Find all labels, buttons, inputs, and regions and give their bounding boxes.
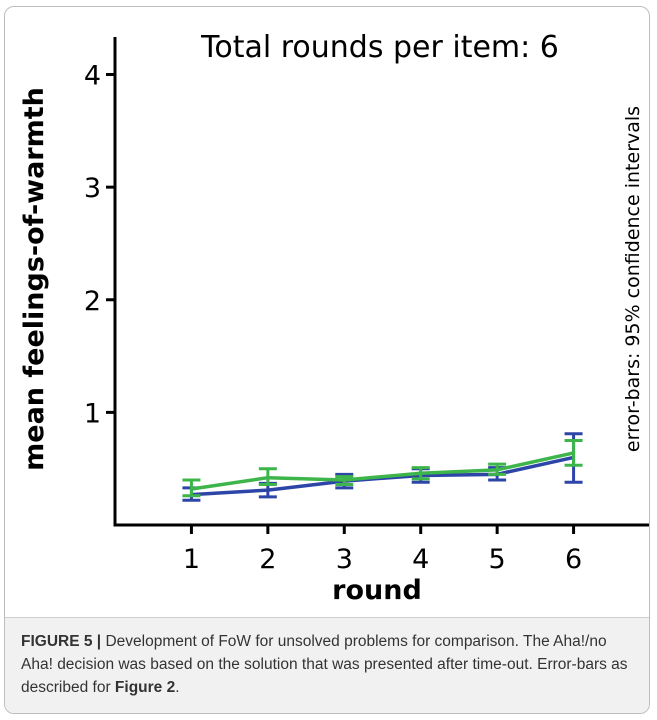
series-1	[182, 432, 583, 502]
x-tick-label: 4	[412, 544, 429, 575]
x-tick-label: 6	[565, 544, 582, 575]
x-tick-label: 3	[336, 544, 353, 575]
x-axis-label: round	[332, 575, 422, 606]
caption-text: Development of FoW for unsolved problems…	[21, 633, 628, 696]
caption-box: FIGURE 5 | Development of FoW for unsolv…	[5, 617, 649, 713]
series-2	[182, 439, 583, 498]
axes: 1 2 3 4 1 2 3 4 5 6	[84, 37, 649, 575]
y-tick-label: 4	[84, 61, 101, 92]
caption-end: .	[175, 679, 180, 696]
chart: Total rounds per item: 6 mean feelings-o…	[19, 30, 649, 606]
y-tick-label: 3	[84, 173, 101, 204]
x-tick-label: 5	[489, 544, 506, 575]
series-layer	[182, 432, 583, 502]
x-tick-label: 1	[183, 544, 200, 575]
y-tick-label: 2	[84, 286, 101, 317]
y-axis-label: mean feelings-of-warmth	[19, 87, 50, 471]
figure-frame: Total rounds per item: 6 mean feelings-o…	[4, 6, 650, 714]
y-tick-label: 1	[84, 398, 101, 429]
caption-figure-ref[interactable]: Figure 2	[114, 679, 176, 696]
series-line	[191, 451, 574, 491]
chart-annotation: Total rounds per item: 6	[200, 30, 559, 65]
x-tick-label: 2	[259, 544, 276, 575]
figure-caption: FIGURE 5 | Development of FoW for unsolv…	[21, 630, 641, 699]
caption-label: FIGURE 5 |	[21, 633, 102, 650]
side-note: error-bars: 95% confidence intervals	[622, 106, 644, 452]
